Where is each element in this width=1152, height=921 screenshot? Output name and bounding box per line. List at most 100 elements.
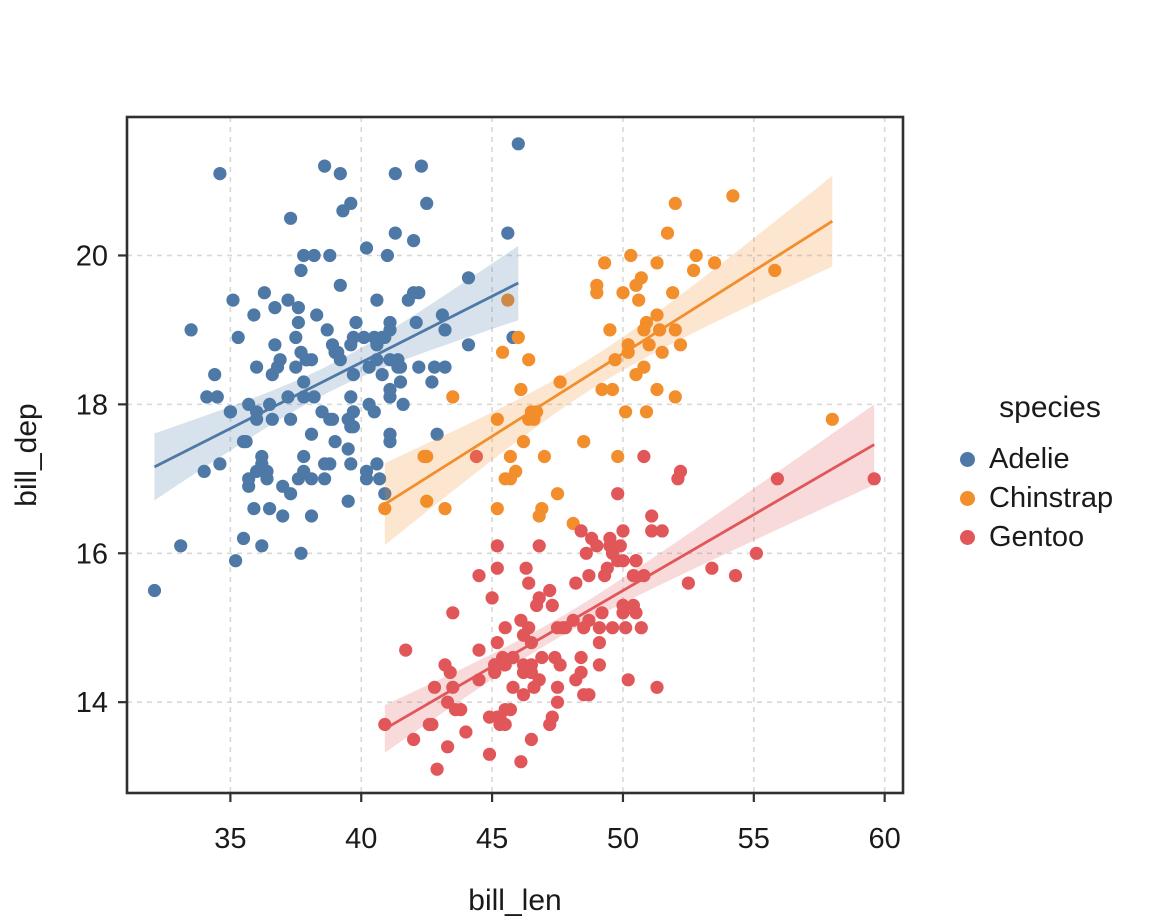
data-point-adelie — [414, 159, 428, 173]
data-point-adelie — [378, 487, 392, 501]
legend: species Adelie Chinstrap Gentoo — [952, 392, 1148, 557]
data-point-adelie — [333, 167, 347, 181]
data-point-chinstrap — [605, 382, 620, 397]
data-point-chinstrap — [590, 278, 604, 292]
data-point-adelie — [307, 390, 321, 404]
data-point-adelie — [373, 472, 387, 486]
data-point-adelie — [401, 293, 415, 307]
data-point-adelie — [346, 405, 360, 419]
data-point-chinstrap — [537, 449, 552, 464]
data-point-gentoo — [616, 524, 630, 538]
data-point-adelie — [388, 226, 402, 240]
data-point-adelie — [380, 248, 394, 263]
trend-line-gentoo — [384, 443, 875, 731]
data-point-adelie — [375, 330, 389, 344]
data-point-chinstrap — [420, 449, 434, 464]
data-point-gentoo — [524, 732, 539, 747]
data-point-chinstrap — [511, 330, 525, 344]
data-point-adelie — [438, 323, 452, 337]
data-point-adelie — [359, 241, 374, 255]
data-point-gentoo — [645, 509, 659, 523]
data-point-adelie — [341, 442, 355, 456]
data-point-adelie — [344, 196, 358, 210]
data-point-adelie — [328, 435, 342, 449]
data-point-gentoo — [485, 591, 499, 605]
legend-item-gentoo: Gentoo — [952, 518, 1148, 557]
data-point-adelie — [370, 457, 384, 471]
data-point-adelie — [210, 390, 224, 404]
data-point-adelie — [200, 390, 214, 404]
data-point-chinstrap — [514, 382, 528, 397]
data-point-adelie — [501, 226, 515, 240]
data-point-adelie — [197, 464, 211, 478]
data-point-chinstrap — [650, 308, 664, 322]
data-point-gentoo — [522, 576, 536, 590]
trend-line-adelie — [153, 281, 519, 469]
ci-ribbon-adelie — [154, 245, 519, 501]
data-point-adelie — [281, 293, 295, 307]
data-point-adelie — [323, 248, 337, 263]
x-tick-label: 45 — [476, 823, 508, 855]
data-point-adelie — [412, 286, 426, 300]
data-point-adelie — [318, 159, 332, 173]
data-point-gentoo — [650, 680, 664, 694]
x-tick-label: 60 — [869, 823, 901, 855]
data-point-chinstrap — [634, 271, 648, 285]
data-point-adelie — [430, 427, 444, 441]
data-point-chinstrap — [660, 226, 675, 240]
data-point-chinstrap — [438, 502, 452, 516]
data-point-chinstrap — [577, 435, 591, 449]
data-point-adelie — [213, 167, 227, 181]
data-point-gentoo — [634, 621, 648, 635]
data-point-adelie — [315, 405, 329, 419]
x-tick-label: 40 — [345, 823, 377, 855]
data-point-chinstrap — [420, 494, 434, 508]
data-point-adelie — [289, 360, 303, 374]
data-point-gentoo — [443, 665, 457, 680]
y-axis-title: bill_dep — [10, 403, 43, 507]
y-tick-label: 14 — [76, 687, 108, 719]
data-point-gentoo — [514, 755, 528, 769]
data-point-adelie — [367, 405, 381, 419]
data-point-gentoo — [611, 554, 625, 568]
data-point-gentoo — [425, 717, 439, 732]
data-point-adelie — [239, 435, 253, 449]
data-point-adelie — [346, 420, 360, 434]
data-point-chinstrap — [532, 509, 546, 523]
data-point-adelie — [291, 301, 305, 315]
data-point-gentoo — [535, 650, 549, 665]
data-point-chinstrap — [611, 449, 625, 464]
data-point-chinstrap — [687, 263, 701, 277]
data-point-gentoo — [482, 710, 497, 724]
data-point-chinstrap — [637, 323, 651, 337]
data-point-adelie — [333, 278, 347, 292]
data-point-gentoo — [637, 449, 651, 464]
data-point-chinstrap — [668, 323, 682, 337]
data-point-gentoo — [548, 650, 562, 665]
data-point-chinstrap — [595, 382, 609, 397]
x-tick-label: 55 — [738, 823, 770, 855]
data-point-adelie — [291, 472, 305, 486]
data-point-adelie — [370, 293, 384, 307]
data-point-gentoo — [579, 546, 593, 560]
data-point-gentoo — [629, 606, 643, 620]
data-point-gentoo — [592, 636, 607, 650]
data-point-adelie — [291, 315, 305, 330]
data-point-chinstrap — [637, 360, 651, 374]
x-axis-title: bill_len — [468, 884, 562, 917]
data-point-adelie — [393, 360, 408, 374]
data-point-chinstrap — [650, 256, 664, 270]
data-point-adelie — [265, 412, 279, 426]
data-point-adelie — [304, 427, 319, 441]
data-point-gentoo — [619, 621, 633, 635]
data-point-chinstrap — [496, 345, 510, 359]
data-point-gentoo — [498, 621, 512, 635]
data-point-adelie — [346, 330, 360, 344]
data-point-adelie — [299, 353, 313, 367]
data-point-chinstrap — [666, 286, 680, 300]
data-point-gentoo — [577, 621, 591, 635]
ci-ribbon-chinstrap — [384, 175, 833, 546]
data-point-adelie — [174, 539, 188, 553]
data-point-gentoo — [550, 680, 565, 694]
